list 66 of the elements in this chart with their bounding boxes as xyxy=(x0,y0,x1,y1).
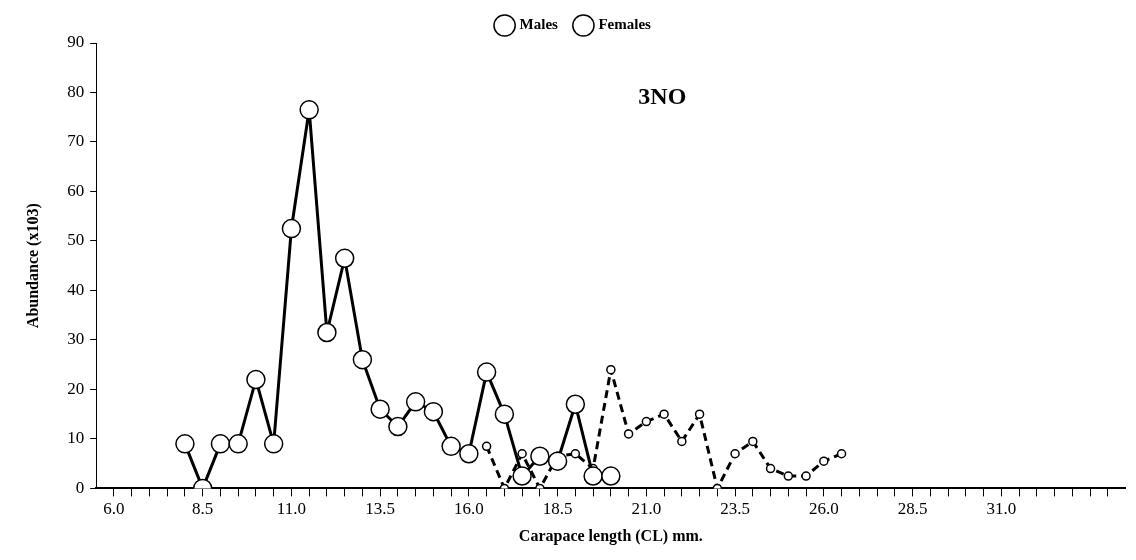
y-tick-label: 10 xyxy=(67,428,85,448)
x-tick-label: 13.5 xyxy=(365,499,396,519)
y-tick-label: 80 xyxy=(67,81,85,101)
y-tick-label: 90 xyxy=(67,32,85,52)
point xyxy=(801,471,811,481)
point xyxy=(370,399,390,419)
x-tick-label: 26.0 xyxy=(808,499,839,519)
point xyxy=(352,349,373,370)
point xyxy=(423,401,444,422)
point xyxy=(517,449,527,459)
y-tick-label: 60 xyxy=(67,180,85,200)
legend-label: Females xyxy=(598,16,652,33)
point xyxy=(281,218,302,239)
y-axis-title: Abundance (x103) xyxy=(23,203,42,329)
y-tick-label: 30 xyxy=(67,329,85,349)
point xyxy=(441,436,461,457)
x-axis-title: Carapace length (CL) mm. xyxy=(518,526,703,545)
point xyxy=(836,449,847,459)
point xyxy=(783,471,794,481)
x-tick-label: 28.5 xyxy=(897,499,928,519)
point xyxy=(765,463,776,474)
x-tick-label: 6.0 xyxy=(103,499,125,519)
x-tick-label: 11.0 xyxy=(276,499,306,519)
x-tick-label: 16.0 xyxy=(454,499,484,519)
x-tick-label: 18.5 xyxy=(542,499,573,519)
y-tick-label: 50 xyxy=(67,230,85,250)
text: 3NO xyxy=(638,83,687,110)
point xyxy=(299,100,319,120)
point xyxy=(583,466,603,486)
point xyxy=(694,409,705,419)
point xyxy=(748,436,758,447)
y-tick-label: 40 xyxy=(67,279,85,299)
y-tick-label: 20 xyxy=(67,378,85,398)
point xyxy=(601,466,621,486)
point xyxy=(570,449,581,459)
point xyxy=(677,436,687,447)
point xyxy=(623,429,634,439)
y-tick-label: 0 xyxy=(75,477,85,497)
x-tick-label: 8.5 xyxy=(192,499,214,519)
point xyxy=(730,449,740,459)
point xyxy=(530,446,550,466)
legend-label: Males xyxy=(519,16,559,33)
point xyxy=(547,451,568,471)
x-tick-label: 21.0 xyxy=(631,499,662,519)
point xyxy=(641,416,652,427)
point xyxy=(659,409,669,419)
x-tick-label: 23.5 xyxy=(720,499,750,519)
point xyxy=(494,404,515,424)
point xyxy=(246,369,266,390)
point xyxy=(819,456,829,466)
point xyxy=(481,441,492,452)
point xyxy=(210,434,231,454)
point xyxy=(317,322,337,343)
point xyxy=(476,362,497,382)
point xyxy=(606,364,616,375)
point xyxy=(459,444,479,464)
point xyxy=(512,466,532,486)
point xyxy=(263,434,284,454)
point xyxy=(388,416,408,437)
point xyxy=(565,394,586,415)
x-tick-label: 31.0 xyxy=(986,499,1017,519)
point xyxy=(334,248,355,269)
point xyxy=(228,434,248,454)
point xyxy=(175,434,195,454)
point xyxy=(405,392,426,412)
y-tick-label: 70 xyxy=(67,131,85,151)
